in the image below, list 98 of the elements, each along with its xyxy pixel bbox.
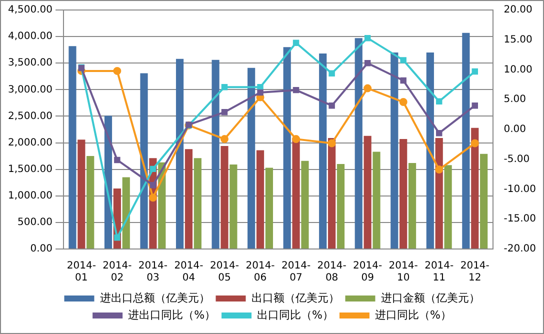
y2-tick-label: -10.00 [504, 184, 536, 195]
bar [86, 156, 94, 248]
bar [212, 60, 220, 248]
point [364, 84, 372, 92]
point [328, 70, 335, 76]
bar [140, 73, 148, 248]
bar [256, 150, 264, 248]
bar [354, 38, 362, 248]
bar [78, 140, 86, 248]
point [472, 68, 478, 75]
bar [176, 58, 184, 248]
bar [248, 68, 256, 248]
x-tick-label: 2014-02 [102, 260, 132, 284]
point [114, 156, 120, 164]
x-tick-label: 2014-03 [138, 260, 168, 284]
bar [408, 162, 416, 248]
bar [68, 46, 76, 248]
y2-tick-label: 15.00 [504, 34, 532, 46]
bar [319, 54, 327, 248]
legend-label: 出口同比（%） [257, 308, 334, 322]
point [400, 57, 406, 64]
bar [194, 158, 202, 248]
x-tick-label: 2014-05 [210, 260, 240, 284]
point [436, 98, 442, 105]
y-tick-label: 0.00 [30, 244, 53, 255]
point [400, 77, 406, 84]
legend-label: 进出口总额（亿美元） [100, 291, 210, 304]
y-tick-label: 500.00 [18, 217, 53, 228]
y-tick-label: 3,000.00 [8, 84, 53, 96]
point [257, 84, 264, 90]
x-tick-label: 2014-10 [388, 260, 418, 284]
x-tick-label: 2014-01 [66, 260, 96, 284]
y-tick-label: 2,500.00 [8, 110, 53, 122]
y2-tick-label: -5.00 [504, 154, 530, 165]
point [472, 102, 478, 109]
bar [471, 128, 479, 248]
x-tick-label: 2014-04 [174, 260, 204, 284]
x-tick-label: 2014-09 [353, 260, 382, 284]
point [436, 130, 442, 136]
bar [426, 52, 434, 248]
bar [265, 168, 274, 248]
y2-tick-label: 0.00 [504, 124, 526, 136]
x-tick-label: 2014-07 [282, 260, 311, 284]
x-tick-label: 2014-12 [460, 260, 490, 284]
bar [292, 138, 300, 248]
point [292, 40, 300, 46]
point [148, 194, 157, 202]
bar [301, 160, 309, 248]
y2-tick-label: 20.00 [504, 4, 532, 16]
y2-tick-label: 5.00 [504, 94, 526, 106]
bar [435, 138, 443, 248]
bar [336, 164, 345, 248]
bar [390, 52, 398, 248]
point [113, 66, 122, 75]
point [150, 166, 156, 172]
y2-tick-label: 10.00 [504, 64, 532, 76]
bar [480, 154, 488, 248]
bar [220, 146, 228, 248]
point [221, 84, 228, 90]
point [150, 182, 156, 188]
legend-label: 进口金额（亿美元） [380, 291, 480, 304]
point [328, 102, 335, 109]
bar [444, 165, 452, 248]
point [257, 89, 264, 96]
point [470, 139, 479, 148]
legend-label: 出口额（亿美元） [251, 291, 340, 304]
legend-label: 进出口同比（%） [128, 308, 216, 322]
bar [462, 32, 470, 248]
bar [400, 139, 408, 248]
x-tick-label: 2014-11 [424, 260, 454, 284]
bar [230, 164, 238, 248]
y-tick-label: 3,500.00 [8, 58, 53, 69]
y2-tick-label: -20.00 [504, 244, 536, 255]
y-tick-label: 1,500.00 [8, 164, 53, 175]
y-tick-label: 1,000.00 [8, 190, 53, 202]
point [328, 139, 336, 148]
point [364, 60, 371, 66]
point [364, 34, 371, 42]
point [435, 166, 444, 174]
y-tick-label: 4,000.00 [8, 31, 53, 42]
legend-label: 进口同比（%） [374, 308, 452, 322]
bar [372, 152, 380, 248]
point [292, 135, 300, 144]
x-tick-label: 2014-06 [246, 260, 276, 284]
point [292, 86, 300, 94]
bar [283, 47, 291, 248]
y2-tick-label: -15.00 [504, 214, 536, 225]
point [220, 135, 228, 144]
bar [364, 136, 372, 248]
y-tick-label: 2,000.00 [8, 137, 53, 148]
bar [184, 149, 193, 248]
y-tick-label: 4,500.00 [8, 4, 53, 16]
point [399, 98, 408, 106]
bar [328, 138, 336, 248]
x-tick-label: 2014-08 [317, 260, 347, 284]
point [114, 234, 120, 241]
point [221, 109, 228, 116]
bar [122, 177, 130, 248]
